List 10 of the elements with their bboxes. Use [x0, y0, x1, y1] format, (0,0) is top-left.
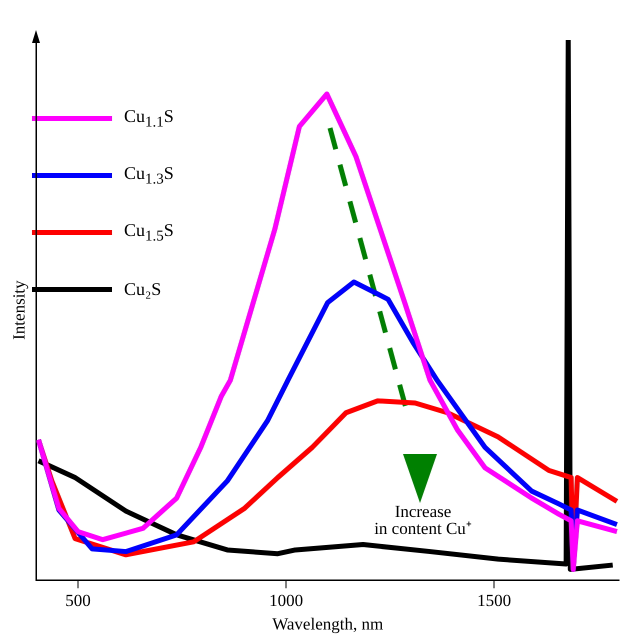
- legend-label: Cu₂S: [124, 279, 162, 300]
- x-axis-title: Wavelength, nm: [272, 614, 384, 634]
- x-tick-label: 500: [65, 590, 91, 610]
- legend-label: Cu$_{1.5}$S: [124, 220, 174, 246]
- legend-label: Cu$_{1.1}$S: [124, 106, 174, 132]
- x-tick-label: 1500: [477, 590, 512, 610]
- x-tick-label: 1000: [269, 590, 304, 610]
- y-axis-title: Intensity: [10, 280, 29, 340]
- annotation: Increase in content Cu⁺: [373, 502, 473, 538]
- legend-label: Cu$_{1.3}$S: [124, 162, 174, 188]
